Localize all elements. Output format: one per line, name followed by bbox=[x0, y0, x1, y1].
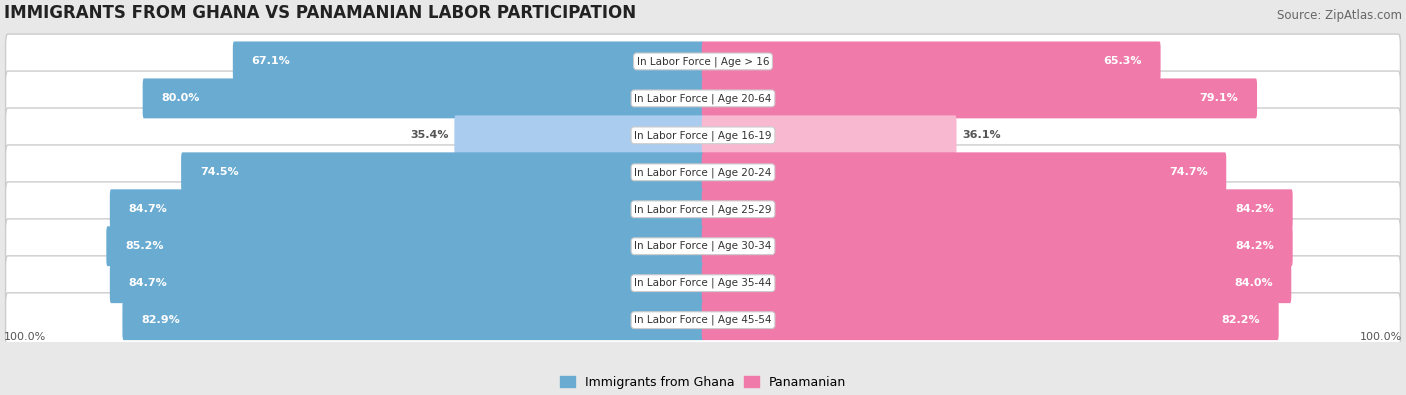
Text: 84.2%: 84.2% bbox=[1236, 241, 1274, 251]
FancyBboxPatch shape bbox=[702, 300, 1278, 340]
FancyBboxPatch shape bbox=[107, 226, 704, 266]
FancyBboxPatch shape bbox=[702, 115, 956, 155]
FancyBboxPatch shape bbox=[702, 79, 1257, 118]
Text: IMMIGRANTS FROM GHANA VS PANAMANIAN LABOR PARTICIPATION: IMMIGRANTS FROM GHANA VS PANAMANIAN LABO… bbox=[4, 4, 637, 22]
Text: In Labor Force | Age > 16: In Labor Force | Age > 16 bbox=[637, 56, 769, 67]
Text: Source: ZipAtlas.com: Source: ZipAtlas.com bbox=[1277, 9, 1402, 22]
Text: 100.0%: 100.0% bbox=[1360, 332, 1402, 342]
Legend: Immigrants from Ghana, Panamanian: Immigrants from Ghana, Panamanian bbox=[554, 371, 852, 394]
FancyBboxPatch shape bbox=[122, 300, 704, 340]
Text: 82.2%: 82.2% bbox=[1222, 315, 1260, 325]
Text: 35.4%: 35.4% bbox=[411, 130, 449, 140]
Text: In Labor Force | Age 30-34: In Labor Force | Age 30-34 bbox=[634, 241, 772, 252]
FancyBboxPatch shape bbox=[702, 226, 1292, 266]
Text: 84.2%: 84.2% bbox=[1236, 204, 1274, 214]
Text: 84.7%: 84.7% bbox=[128, 204, 167, 214]
Text: 80.0%: 80.0% bbox=[162, 93, 200, 103]
Text: In Labor Force | Age 45-54: In Labor Force | Age 45-54 bbox=[634, 315, 772, 325]
FancyBboxPatch shape bbox=[702, 263, 1291, 303]
Text: In Labor Force | Age 20-24: In Labor Force | Age 20-24 bbox=[634, 167, 772, 178]
Text: In Labor Force | Age 16-19: In Labor Force | Age 16-19 bbox=[634, 130, 772, 141]
Text: 74.5%: 74.5% bbox=[200, 167, 239, 177]
FancyBboxPatch shape bbox=[454, 115, 704, 155]
Text: 36.1%: 36.1% bbox=[962, 130, 1001, 140]
Text: 74.7%: 74.7% bbox=[1168, 167, 1208, 177]
FancyBboxPatch shape bbox=[702, 189, 1292, 229]
Text: 84.0%: 84.0% bbox=[1234, 278, 1272, 288]
Text: In Labor Force | Age 35-44: In Labor Force | Age 35-44 bbox=[634, 278, 772, 288]
FancyBboxPatch shape bbox=[110, 263, 704, 303]
FancyBboxPatch shape bbox=[181, 152, 704, 192]
Text: 65.3%: 65.3% bbox=[1104, 56, 1142, 66]
Text: 79.1%: 79.1% bbox=[1199, 93, 1239, 103]
FancyBboxPatch shape bbox=[110, 189, 704, 229]
FancyBboxPatch shape bbox=[702, 152, 1226, 192]
FancyBboxPatch shape bbox=[6, 145, 1400, 199]
Text: In Labor Force | Age 25-29: In Labor Force | Age 25-29 bbox=[634, 204, 772, 214]
Text: 100.0%: 100.0% bbox=[4, 332, 46, 342]
FancyBboxPatch shape bbox=[6, 34, 1400, 89]
FancyBboxPatch shape bbox=[6, 108, 1400, 163]
FancyBboxPatch shape bbox=[6, 182, 1400, 237]
Text: 67.1%: 67.1% bbox=[252, 56, 290, 66]
FancyBboxPatch shape bbox=[6, 293, 1400, 348]
Text: 82.9%: 82.9% bbox=[141, 315, 180, 325]
Text: 85.2%: 85.2% bbox=[125, 241, 163, 251]
FancyBboxPatch shape bbox=[142, 79, 704, 118]
Text: In Labor Force | Age 20-64: In Labor Force | Age 20-64 bbox=[634, 93, 772, 103]
FancyBboxPatch shape bbox=[6, 219, 1400, 274]
FancyBboxPatch shape bbox=[6, 256, 1400, 310]
FancyBboxPatch shape bbox=[233, 41, 704, 81]
FancyBboxPatch shape bbox=[702, 41, 1160, 81]
Text: 84.7%: 84.7% bbox=[128, 278, 167, 288]
FancyBboxPatch shape bbox=[6, 71, 1400, 126]
